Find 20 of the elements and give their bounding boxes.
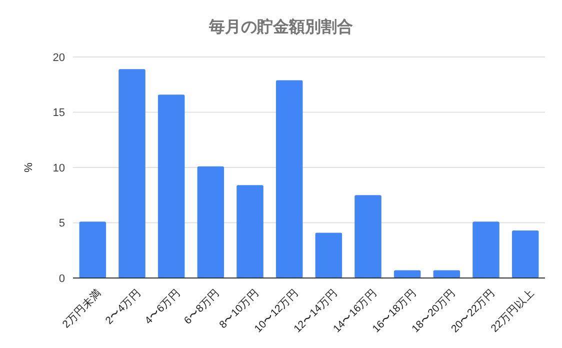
bar xyxy=(512,230,539,278)
x-tick-label: 2万円未満 xyxy=(60,286,104,331)
bar xyxy=(197,166,224,278)
bar xyxy=(276,80,303,278)
y-tick-label: 0 xyxy=(58,272,65,285)
bar xyxy=(118,69,146,278)
chart-title: 毎月の貯金額別割合 xyxy=(208,18,353,36)
y-tick-label: 10 xyxy=(52,162,65,174)
x-tick-label: 2〜4万円 xyxy=(103,286,144,327)
bar xyxy=(472,222,500,278)
bar xyxy=(79,222,106,278)
x-tick-label: 4〜6万円 xyxy=(142,286,183,327)
y-axis-title: % xyxy=(23,162,35,172)
bar xyxy=(354,195,382,278)
y-tick-label: 5 xyxy=(58,218,65,230)
bar xyxy=(315,232,342,278)
bar xyxy=(158,94,185,278)
y-tick-label: 15 xyxy=(52,107,65,120)
bar xyxy=(236,185,264,278)
y-tick-label: 20 xyxy=(52,52,65,64)
